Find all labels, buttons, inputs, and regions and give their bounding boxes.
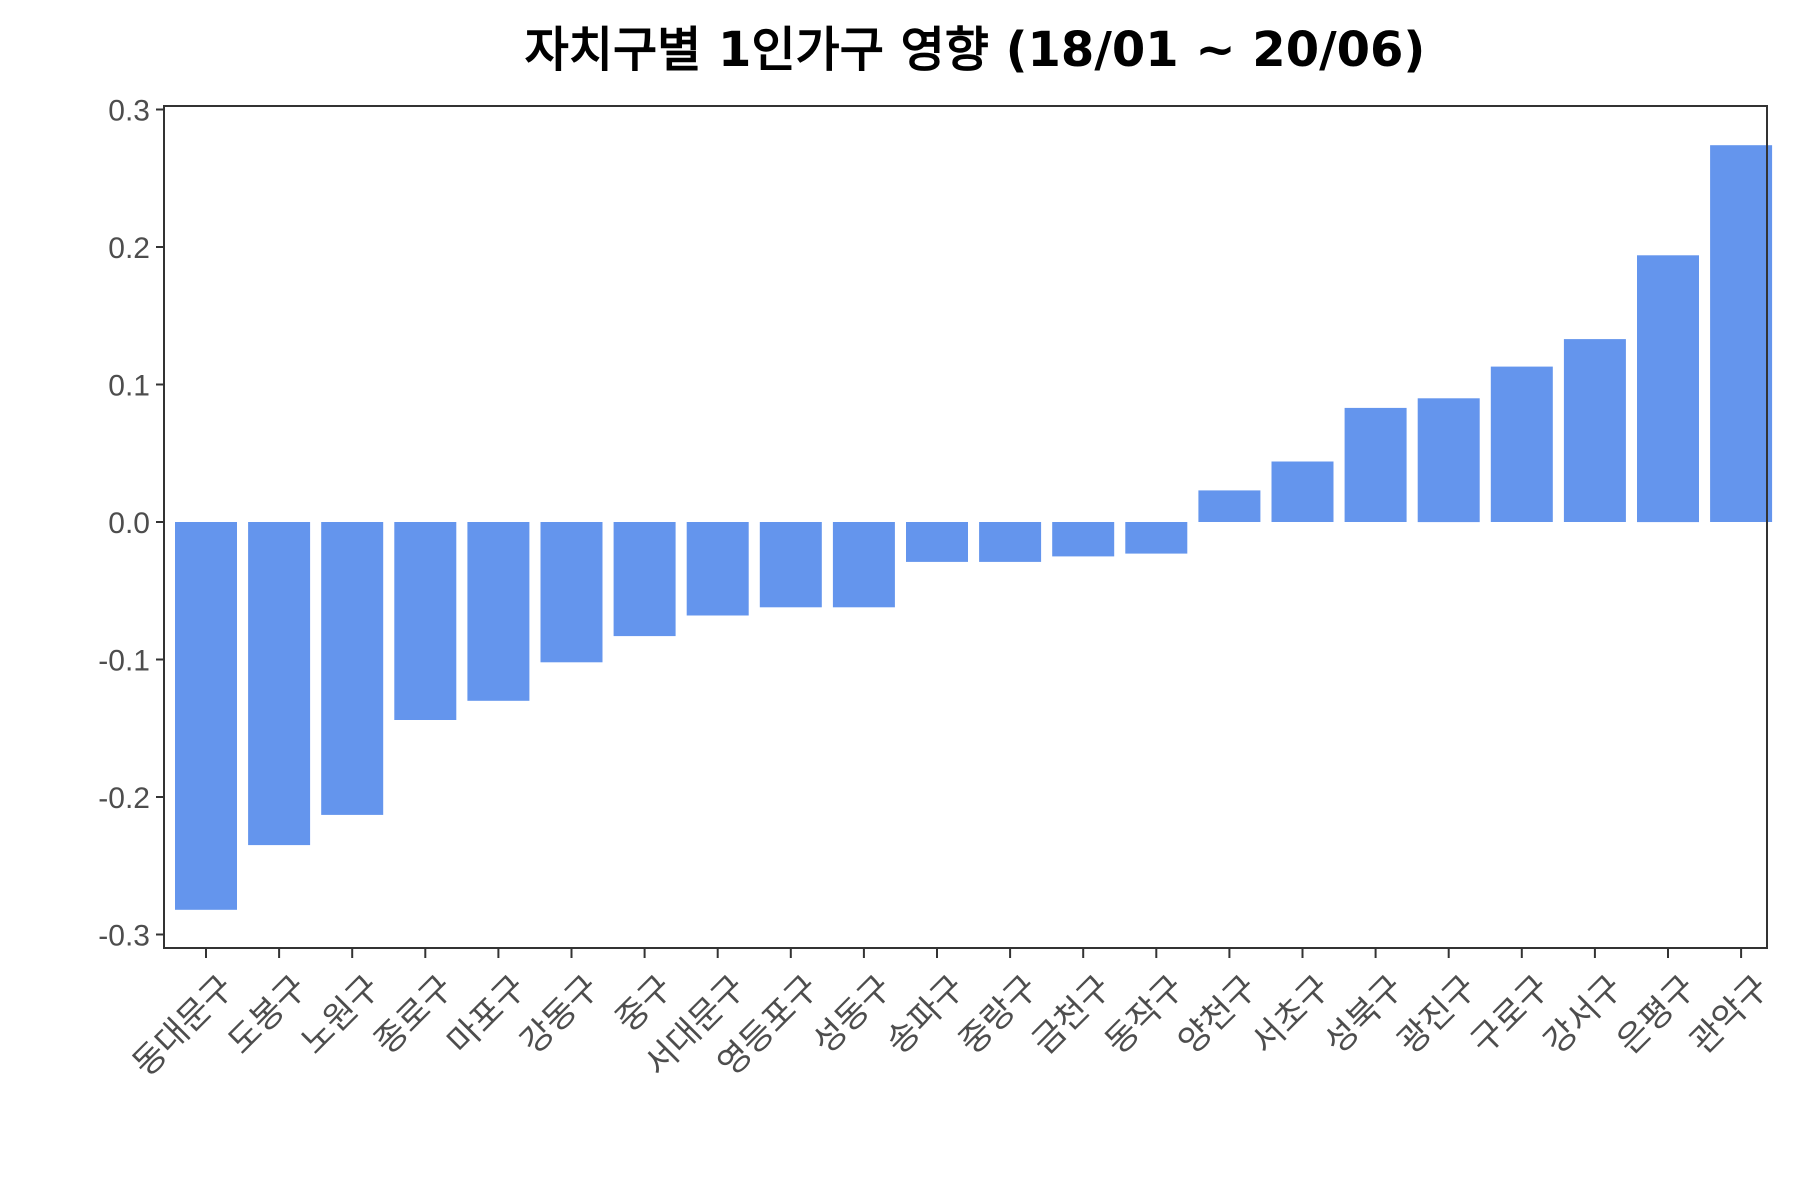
y-tick-label: -0.1 <box>98 645 150 678</box>
y-tick-label: -0.3 <box>98 920 150 953</box>
bar-영등포구 <box>759 522 822 608</box>
x-tick-label: 마포구 <box>440 968 535 1063</box>
x-tick-label: 동작구 <box>1098 968 1193 1063</box>
bar-마포구 <box>467 522 530 701</box>
y-tick-label: 0.0 <box>108 507 150 540</box>
x-tick-label: 광진구 <box>1390 968 1485 1063</box>
bar-동작구 <box>1125 522 1188 554</box>
bar-도봉구 <box>248 522 311 846</box>
bar-종로구 <box>394 522 457 720</box>
bar-서대문구 <box>686 522 749 616</box>
y-tick-label: 0.1 <box>108 370 150 403</box>
bar-강서구 <box>1563 339 1626 522</box>
bar-성동구 <box>832 522 895 608</box>
bars-group <box>175 145 1773 910</box>
y-tick-label: -0.2 <box>98 782 150 815</box>
x-tick-label: 성동구 <box>805 968 900 1063</box>
bar-중랑구 <box>979 522 1042 562</box>
x-tick-label: 노원구 <box>293 968 388 1063</box>
bar-성북구 <box>1344 407 1407 522</box>
bar-강동구 <box>540 522 603 663</box>
x-tick-label: 송파구 <box>878 968 973 1063</box>
chart-title: 자치구별 1인가구 영향 (18/01 ~ 20/06) <box>525 22 1426 78</box>
y-tick-label: 0.2 <box>108 232 150 265</box>
plot-panel-border <box>163 105 1768 949</box>
x-tick-label: 구로구 <box>1463 968 1558 1063</box>
x-tick-label: 금천구 <box>1024 968 1119 1063</box>
x-tick-label: 도봉구 <box>220 968 315 1063</box>
x-tick-label: 서초구 <box>1244 968 1339 1063</box>
x-tick-label: 강동구 <box>513 968 608 1063</box>
bar-동대문구 <box>175 522 237 910</box>
x-tick-label: 중랑구 <box>951 968 1046 1063</box>
bar-노원구 <box>321 522 384 815</box>
bar-관악구 <box>1710 145 1773 522</box>
y-tick-label: 0.3 <box>108 95 150 128</box>
x-tick-label: 성북구 <box>1317 968 1412 1063</box>
bar-서초구 <box>1271 461 1334 522</box>
bar-은평구 <box>1637 255 1699 523</box>
bar-광진구 <box>1417 398 1480 523</box>
bar-중구 <box>613 522 676 637</box>
bar-구로구 <box>1490 366 1553 522</box>
x-tick-label: 강서구 <box>1536 968 1631 1063</box>
x-tick-label: 종로구 <box>367 968 462 1063</box>
bar-양천구 <box>1198 490 1261 522</box>
bar-금천구 <box>1052 522 1115 557</box>
x-tick-label: 은평구 <box>1609 968 1704 1063</box>
y-axis: -0.3 -0.2 -0.1 0.0 0.1 0.2 0.3 <box>98 95 164 953</box>
x-tick-label: 양천구 <box>1171 968 1266 1063</box>
x-tick-label: 관악구 <box>1682 968 1777 1063</box>
bar-송파구 <box>906 522 968 562</box>
x-tick-label: 동대문구 <box>125 968 242 1085</box>
